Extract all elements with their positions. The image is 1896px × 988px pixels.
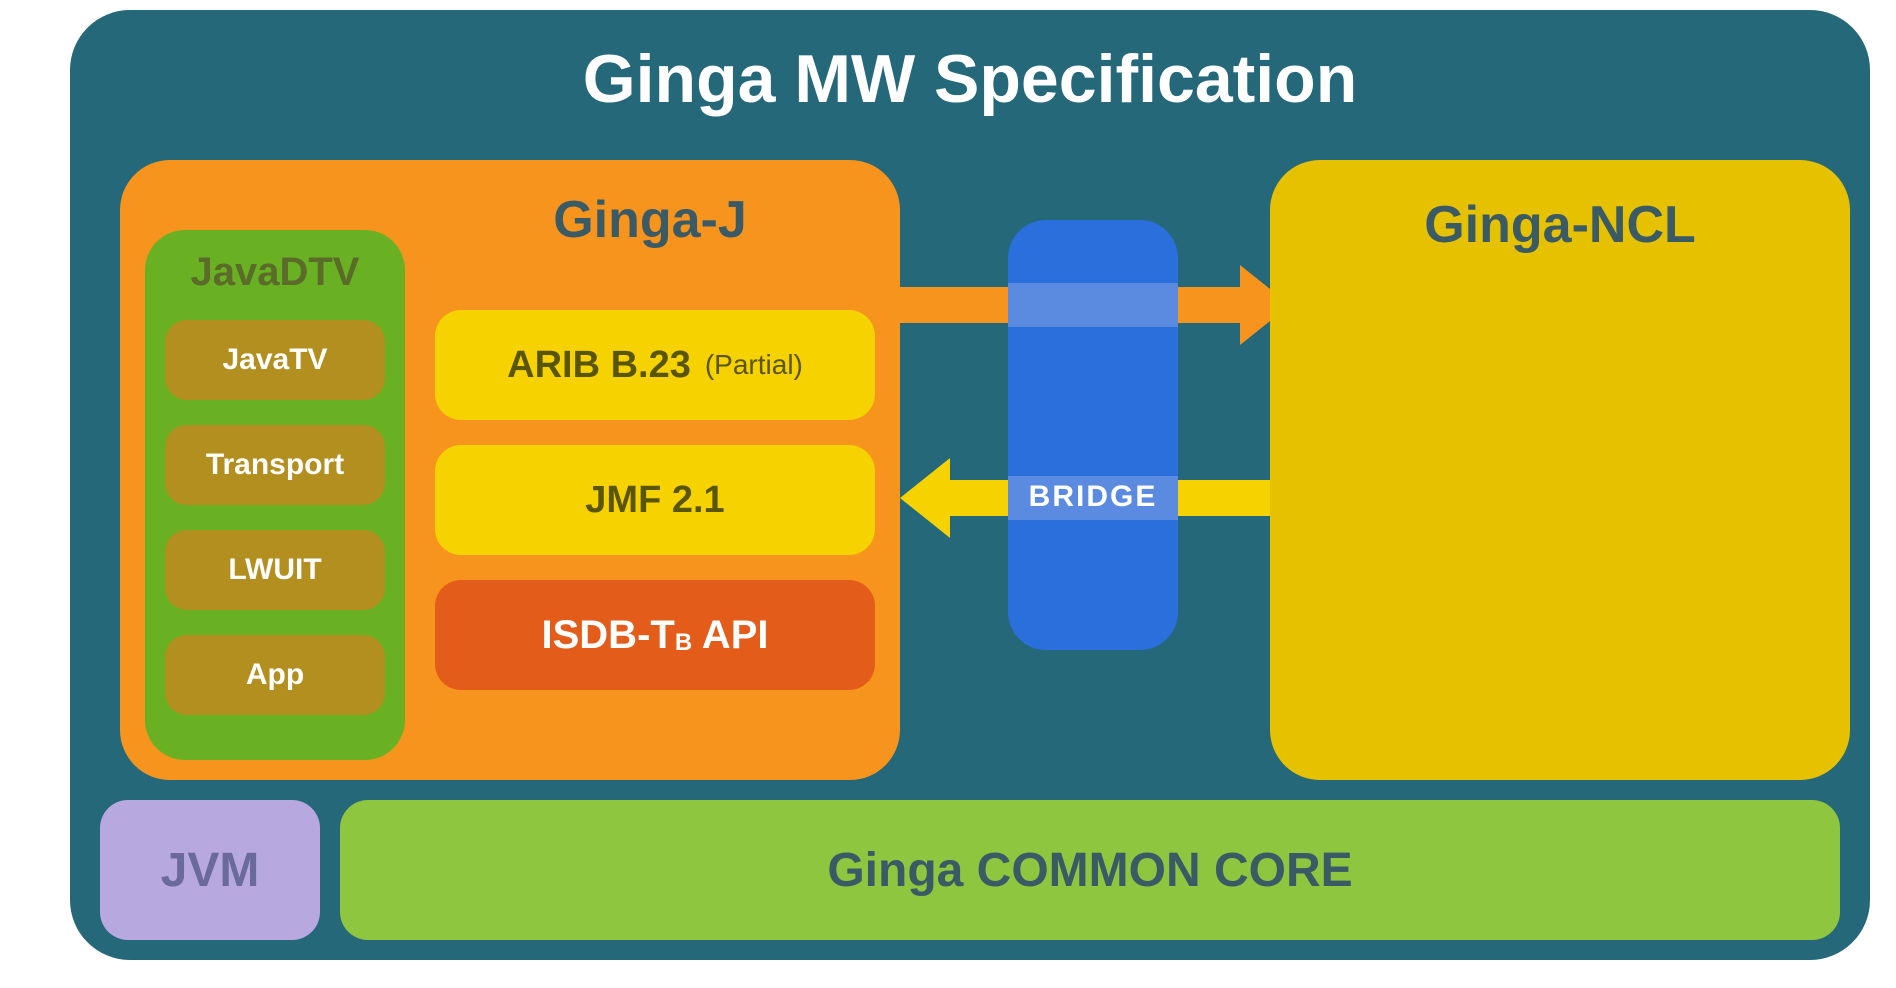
arrow-head-icon — [900, 458, 950, 538]
module-label: ISDB-T — [542, 613, 675, 658]
module-label: ARIB B.23 — [507, 344, 691, 387]
ginga-ncl-title: Ginga-NCL — [1270, 195, 1850, 255]
spec-title: Ginga MW Specification — [70, 40, 1870, 118]
bridge-band — [1008, 283, 1178, 327]
javadtv-title: JavaDTV — [145, 250, 405, 295]
ginga-j-module: JMF 2.1 — [435, 445, 875, 555]
module-after: API — [692, 613, 768, 658]
javadtv-item: JavaTV — [165, 320, 385, 400]
ginga-j-module: ARIB B.23 (Partial) — [435, 310, 875, 420]
common-core-box: Ginga COMMON CORE — [340, 800, 1840, 940]
module-label: JMF 2.1 — [585, 479, 724, 522]
javadtv-item: LWUIT — [165, 530, 385, 610]
ginga-j-module: ISDB-TB API — [435, 580, 875, 690]
bridge-label: BRIDGE — [1008, 480, 1178, 514]
ginga-j-title: Ginga-J — [420, 190, 880, 250]
javadtv-item: App — [165, 635, 385, 715]
module-suffix: (Partial) — [705, 349, 803, 381]
javadtv-item: Transport — [165, 425, 385, 505]
module-sub: B — [675, 629, 692, 657]
jvm-box: JVM — [100, 800, 320, 940]
